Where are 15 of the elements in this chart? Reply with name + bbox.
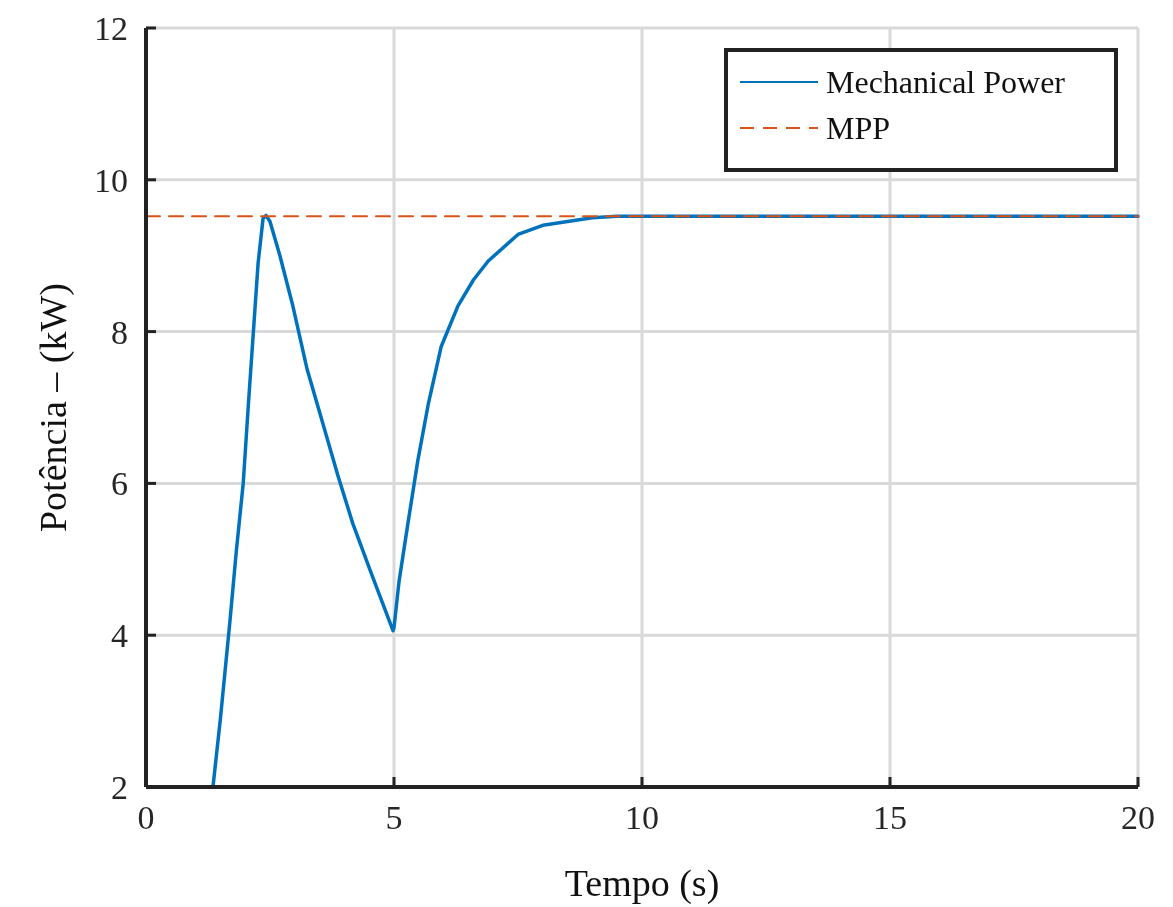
y-tick-label: 10 [94, 161, 128, 199]
y-tick-label: 8 [111, 313, 128, 351]
legend-label: MPP [826, 110, 891, 146]
x-tick-label: 10 [625, 799, 659, 836]
x-tick-label: 15 [873, 799, 907, 836]
x-tick-label: 20 [1121, 799, 1155, 836]
legend-label: Mechanical Power [826, 64, 1066, 100]
y-tick-label: 4 [111, 617, 128, 655]
y-tick-label: 6 [111, 465, 128, 503]
x-tick-label: 5 [385, 799, 403, 836]
x-tick-label: 0 [137, 799, 155, 836]
y-tick-label: 2 [111, 769, 128, 806]
y-tick-label: 12 [94, 10, 128, 47]
y-axis-title: Potência – (kW) [32, 282, 75, 533]
x-axis-title: Tempo (s) [564, 862, 720, 905]
